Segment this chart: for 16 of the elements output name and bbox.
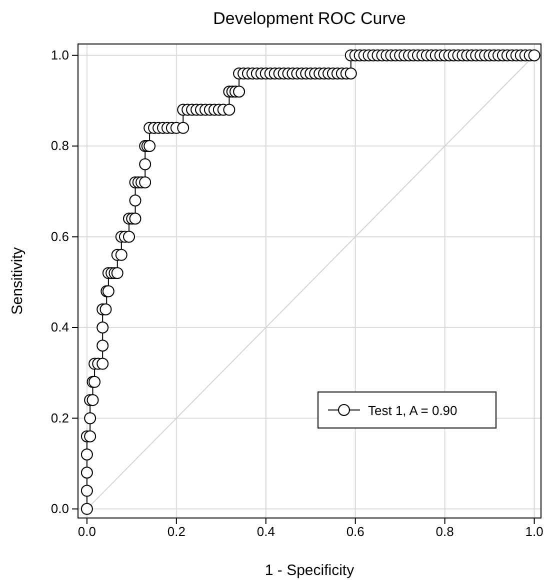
y-tick-label: 0.2 [50,410,69,426]
y-tick-label: 0.8 [50,138,69,154]
y-tick-label: 1.0 [50,48,69,62]
x-axis-title: 1 - Specificity [264,562,355,579]
x-tick-label: 0.4 [256,524,275,540]
y-tick-label: 0.6 [50,228,69,244]
x-tick-label: 0.0 [78,524,96,540]
y-tick-label: 0.4 [50,320,69,335]
y-tick-label: 0.0 [50,501,69,516]
x-tick-label: 0.8 [436,524,454,540]
x-tick-label: 1.0 [525,524,544,540]
y-axis-title: Sensitivity [9,246,26,315]
chart-title: Development ROC Curve [213,9,406,28]
x-tick-label: 0.2 [167,524,186,540]
x-tick-label: 0.6 [346,524,364,540]
legend-label: Test 1, A = 0.90 [368,403,458,418]
